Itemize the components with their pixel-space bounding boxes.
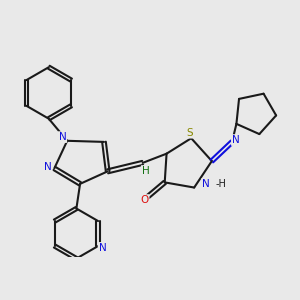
Text: N: N: [58, 132, 66, 142]
Text: O: O: [140, 195, 148, 205]
Text: H: H: [142, 166, 149, 176]
Text: N: N: [99, 243, 106, 253]
Text: N: N: [232, 135, 240, 145]
Text: N: N: [202, 179, 210, 189]
Text: S: S: [186, 128, 193, 138]
Text: -H: -H: [215, 179, 226, 189]
Text: N: N: [44, 162, 52, 172]
